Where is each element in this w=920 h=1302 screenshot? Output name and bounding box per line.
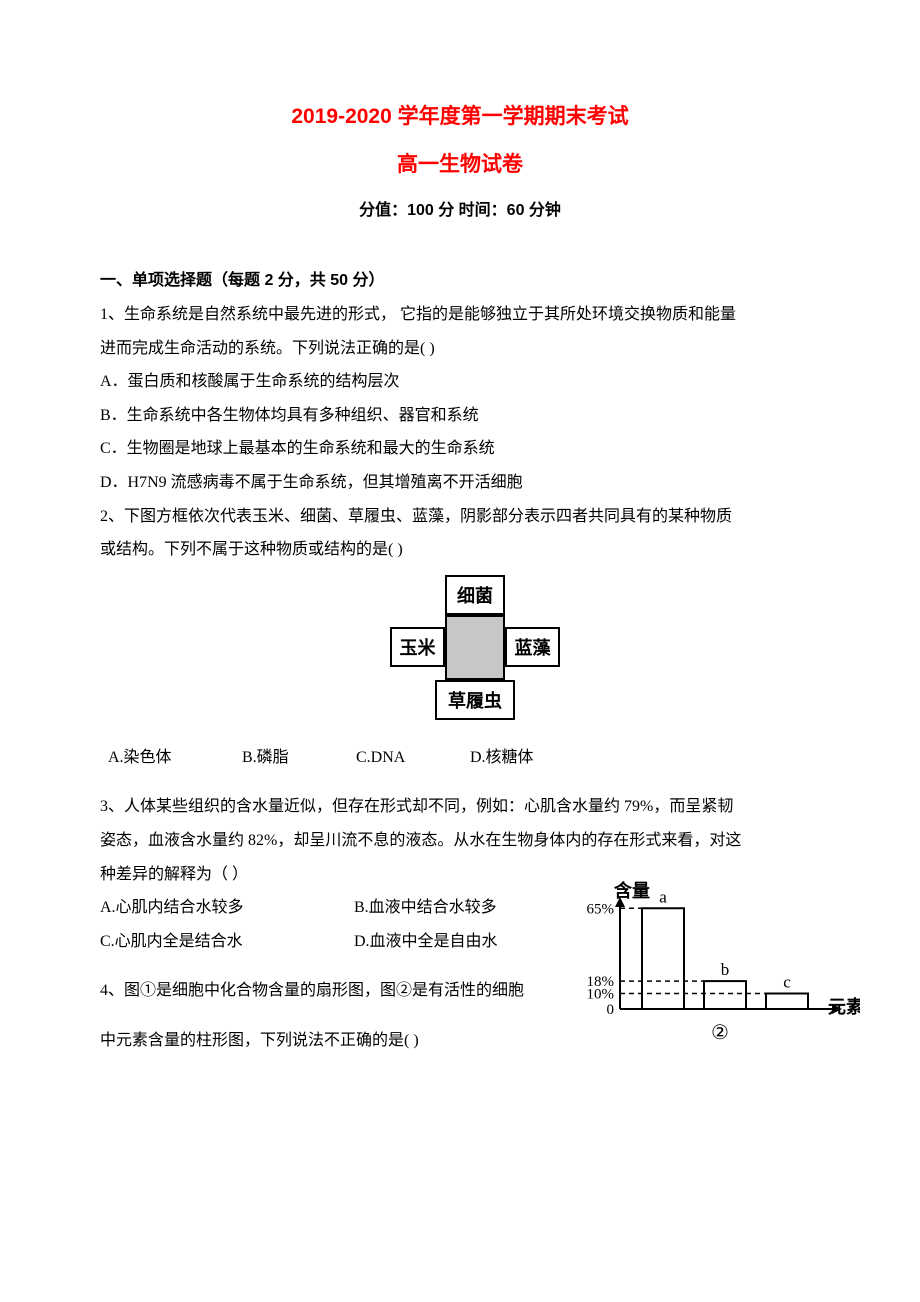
svg-text:b: b — [721, 960, 730, 979]
q4-stem-line1: 4、图①是细胞中化合物含量的扇形图，图②是有活性的细胞 — [100, 974, 550, 1008]
exam-title: 2019-2020 学年度第一学期期末考试 — [100, 100, 820, 130]
section-header: 一、单项选择题（每题 2 分，共 50 分） — [100, 266, 820, 290]
exam-info: 分值：100 分 时间：60 分钟 — [100, 196, 820, 220]
venn-box-top: 细菌 — [445, 575, 505, 615]
q1-option-b: B．生命系统中各生物体均具有多种组织、器官和系统 — [100, 399, 820, 433]
q1-option-a: A．蛋白质和核酸属于生命系统的结构层次 — [100, 365, 820, 399]
venn-center-shaded — [445, 615, 505, 680]
q1-option-c: C．生物圈是地球上最基本的生命系统和最大的生命系统 — [100, 432, 820, 466]
svg-text:0: 0 — [607, 1002, 615, 1018]
q1-stem-line2: 进而完成生命活动的系统。下列说法正确的是( ) — [100, 332, 820, 366]
svg-text:含量: 含量 — [614, 881, 650, 901]
svg-text:a: a — [659, 887, 667, 906]
q3-option-a: A.心肌内结合水较多 — [100, 891, 350, 925]
q3-stem-line2: 姿态，血液含水量约 82%，却呈川流不息的液态。从水在生物身体内的存在形式来看，… — [100, 824, 820, 858]
svg-text:元素: 元素 — [828, 997, 860, 1017]
venn-box-left: 玉米 — [390, 627, 445, 667]
exam-subtitle: 高一生物试卷 — [100, 148, 820, 178]
q3-option-c: C.心肌内全是结合水 — [100, 925, 350, 959]
q3-option-d: D.血液中全是自由水 — [354, 925, 604, 959]
q2-option-c: C.DNA — [356, 741, 466, 775]
q4-block: A.心肌内结合水较多 B.血液中结合水较多 C.心肌内全是结合水 D.血液中全是… — [100, 891, 820, 1057]
q3-option-b: B.血液中结合水较多 — [354, 891, 604, 925]
q1-option-d: D．H7N9 流感病毒不属于生命系统，但其增殖离不开活细胞 — [100, 466, 820, 500]
q2-venn-diagram: 细菌 玉米 蓝藻 草履虫 — [100, 575, 820, 725]
page: 2019-2020 学年度第一学期期末考试 高一生物试卷 分值：100 分 时间… — [0, 0, 920, 1302]
q4-bar-chart: 含量元素65%a18%b10%c0② — [570, 881, 860, 1051]
q2-stem-line1: 2、下图方框依次代表玉米、细菌、草履虫、蓝藻，阴影部分表示四者共同具有的某种物质 — [100, 500, 820, 534]
q2-option-b: B.磷脂 — [242, 741, 352, 775]
q2-option-a: A.染色体 — [108, 741, 238, 775]
venn-box-bottom: 草履虫 — [435, 680, 515, 720]
q4-stem-line2: 中元素含量的柱形图，下列说法不正确的是( ) — [100, 1024, 550, 1058]
svg-text:②: ② — [711, 1022, 729, 1044]
svg-text:65%: 65% — [587, 901, 615, 917]
q1-stem-line1: 1、生命系统是自然系统中最先进的形式， 它指的是能够独立于其所处环境交换物质和能… — [100, 298, 820, 332]
svg-text:c: c — [783, 973, 791, 992]
q3-stem-line1: 3、人体某些组织的含水量近似，但存在形式却不同，例如：心肌含水量约 79%，而呈… — [100, 790, 820, 824]
q2-options: A.染色体 B.磷脂 C.DNA D.核糖体 — [108, 741, 820, 775]
q2-stem-line2: 或结构。下列不属于这种物质或结构的是( ) — [100, 533, 820, 567]
venn-box-right: 蓝藻 — [505, 627, 560, 667]
svg-text:10%: 10% — [587, 987, 615, 1003]
q2-option-d: D.核糖体 — [470, 741, 580, 775]
